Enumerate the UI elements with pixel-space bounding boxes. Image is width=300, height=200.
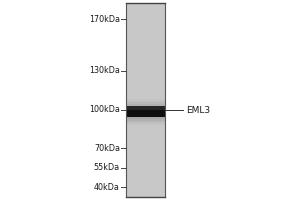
- Bar: [126, 99, 165, 125]
- Text: EML3: EML3: [186, 106, 210, 115]
- Bar: [126, 106, 165, 119]
- Text: 55kDa: 55kDa: [94, 163, 120, 172]
- Text: 130kDa: 130kDa: [89, 66, 120, 75]
- Bar: [126, 3, 165, 197]
- Text: 170kDa: 170kDa: [89, 15, 120, 24]
- Text: 100kDa: 100kDa: [89, 105, 120, 114]
- Text: 40kDa: 40kDa: [94, 183, 120, 192]
- Bar: [126, 102, 165, 122]
- Bar: [126, 106, 165, 110]
- Text: 70kDa: 70kDa: [94, 144, 120, 153]
- Bar: [126, 110, 165, 117]
- Bar: [126, 104, 165, 121]
- Bar: [126, 101, 165, 124]
